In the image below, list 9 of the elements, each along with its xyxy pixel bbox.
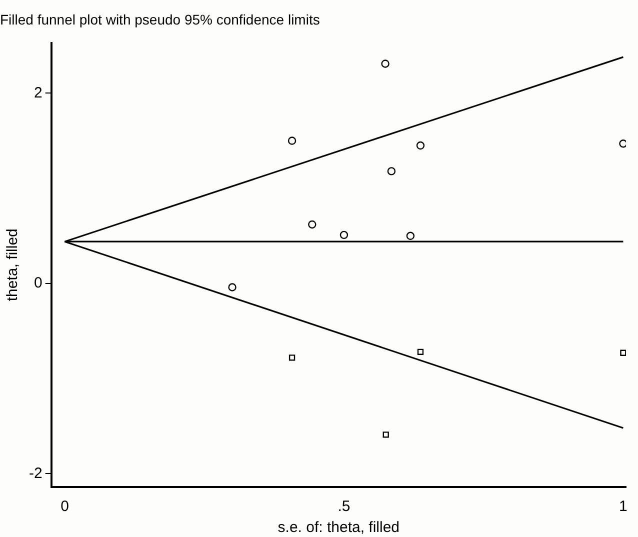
y-tick-label: -2: [28, 464, 42, 482]
x-tick-label: .5: [338, 498, 350, 516]
chart-title: Filled funnel plot with pseudo 95% confidence limits: [0, 11, 320, 28]
x-tick-label: 0: [60, 498, 69, 516]
y-tick-label: 0: [34, 274, 42, 292]
y-tick-label: 2: [34, 84, 42, 102]
y-axis-title: theta, filled: [4, 228, 22, 302]
x-tick-label: 1: [619, 498, 628, 516]
x-axis-title: s.e. of: theta, filled: [278, 519, 400, 536]
